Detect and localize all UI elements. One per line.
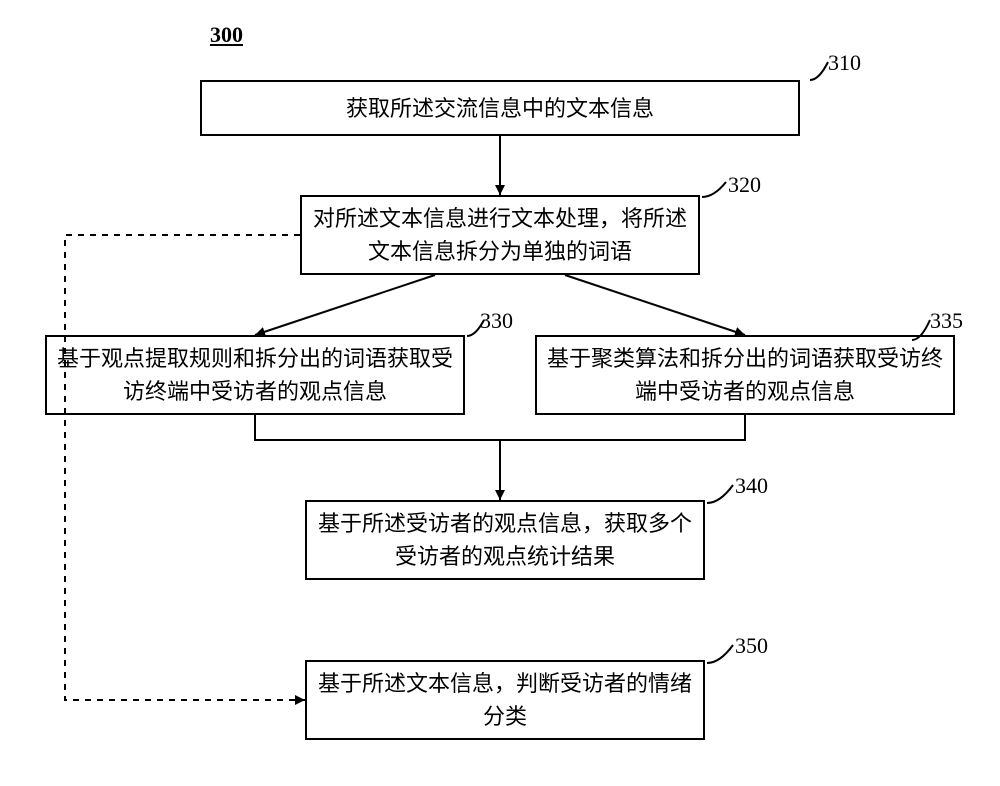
flowchart-canvas: 300 获取所述交流信息中的文本信息 对所述文本信息进行文本处理，将所述文本信息… [0,0,1000,786]
node-text: 获取所述交流信息中的文本信息 [346,92,654,125]
process-box-320: 对所述文本信息进行文本处理，将所述文本信息拆分为单独的词语 [300,195,700,275]
node-text: 基于所述文本信息，判断受访者的情绪分类 [317,667,693,733]
step-number-310: 310 [828,50,861,76]
step-number-320: 320 [728,172,761,198]
node-text: 对所述文本信息进行文本处理，将所述文本信息拆分为单独的词语 [312,202,688,268]
step-number-330: 330 [480,308,513,334]
node-text: 基于聚类算法和拆分出的词语获取受访终端中受访者的观点信息 [547,342,943,408]
step-number-335: 335 [930,308,963,334]
node-text: 基于观点提取规则和拆分出的词语获取受访终端中受访者的观点信息 [57,342,453,408]
process-box-350: 基于所述文本信息，判断受访者的情绪分类 [305,660,705,740]
process-box-310: 获取所述交流信息中的文本信息 [200,80,800,136]
figure-title: 300 [210,22,243,48]
step-number-340: 340 [735,473,768,499]
node-text: 基于所述受访者的观点信息，获取多个受访者的观点统计结果 [317,507,693,573]
step-number-350: 350 [735,633,768,659]
process-box-330: 基于观点提取规则和拆分出的词语获取受访终端中受访者的观点信息 [45,335,465,415]
process-box-340: 基于所述受访者的观点信息，获取多个受访者的观点统计结果 [305,500,705,580]
process-box-335: 基于聚类算法和拆分出的词语获取受访终端中受访者的观点信息 [535,335,955,415]
